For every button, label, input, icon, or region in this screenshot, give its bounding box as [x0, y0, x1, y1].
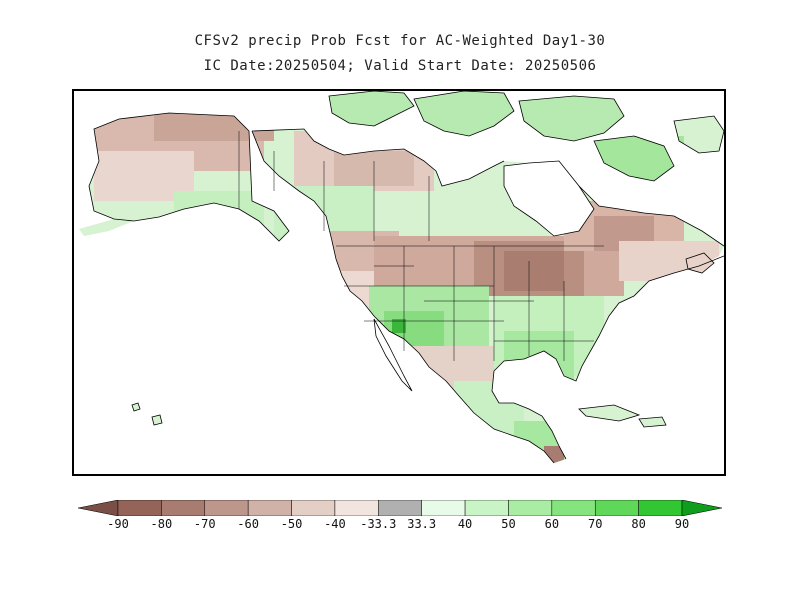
- colorbar-tick-label: 90: [674, 517, 690, 531]
- state-boundaries: [238, 131, 604, 361]
- map-subtitle: IC Date:20250504; Valid Start Date: 2025…: [203, 58, 597, 74]
- colorbar-tick-label: 60: [544, 517, 560, 531]
- colorbar-swatch: [161, 500, 206, 516]
- colorbar: [78, 500, 722, 516]
- colorbar-tick-label: 40: [457, 517, 473, 531]
- colorbar-swatch: [204, 500, 249, 516]
- colorbar-swatch: [117, 500, 162, 516]
- colorbar-swatch: [464, 500, 509, 516]
- north-america-map: [74, 91, 724, 474]
- colorbar-swatch: [247, 500, 292, 516]
- colorbar-tick-label: -50: [280, 517, 303, 531]
- colorbar-tick-label: -33.3: [360, 517, 397, 531]
- colorbar-tick-label: 70: [587, 517, 603, 531]
- colorbar-swatch: [551, 500, 596, 516]
- colorbar-tick-label: -40: [324, 517, 346, 531]
- colorbar-tick-label: 50: [501, 517, 516, 531]
- colorbar-tick-label: 80: [631, 517, 646, 531]
- colorbar-tick-label: -60: [237, 517, 259, 531]
- colorbar-swatch: [421, 500, 466, 516]
- map-frame: [72, 89, 726, 476]
- colorbar-swatch: [508, 500, 553, 516]
- map-title: CFSv2 precip Prob Fcst for AC-Weighted D…: [194, 33, 606, 49]
- colorbar-swatch: [638, 500, 683, 516]
- colorbar-swatch: [291, 500, 336, 516]
- colorbar-arrow-low: [78, 500, 119, 516]
- colorbar-tick-label: -70: [193, 517, 216, 531]
- colorbar-arrow-high: [681, 500, 722, 516]
- colorbar-tick-label: 33.3: [407, 517, 437, 531]
- colorbar-tick-label: -90: [107, 517, 129, 531]
- coastlines: [88, 91, 724, 464]
- colorbar-swatch: [594, 500, 639, 516]
- colorbar-tick-label: -80: [150, 517, 173, 531]
- colorbar-swatch: [334, 500, 379, 516]
- colorbar-swatch: [378, 500, 422, 516]
